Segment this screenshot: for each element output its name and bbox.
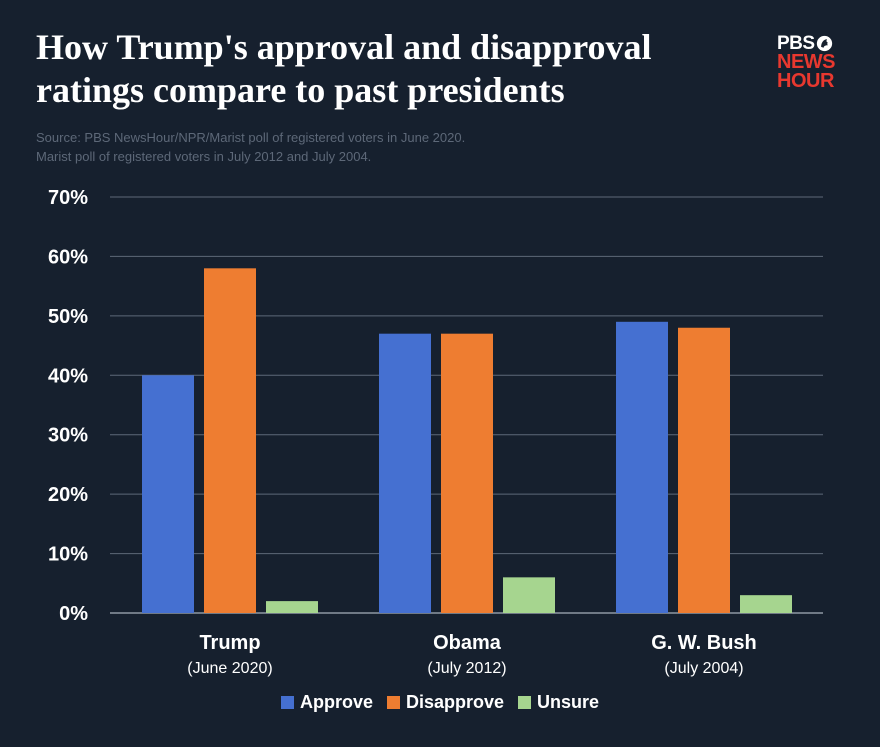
legend-swatch xyxy=(518,696,532,709)
bar-unsure-2 xyxy=(503,577,555,613)
logo-news-text: NEWS xyxy=(777,51,836,73)
legend-item-approve: Approve xyxy=(280,692,373,713)
y-tick-label: 60% xyxy=(48,246,88,268)
legend-label: Disapprove xyxy=(405,692,505,712)
legend-item-disapprove: Disapprove xyxy=(386,692,505,713)
x-category-sublabel: (June 2020) xyxy=(187,660,272,677)
x-category-sublabel: (July 2012) xyxy=(427,660,506,677)
y-tick-label: 0% xyxy=(59,603,88,625)
y-tick-label: 20% xyxy=(48,484,88,506)
legend-swatch xyxy=(280,696,294,709)
bar-approve-2 xyxy=(379,333,431,613)
y-tick-label: 70% xyxy=(48,187,88,209)
bar-unsure-3 xyxy=(740,595,792,613)
chart-title-line-2: ratings compare to past presidents xyxy=(36,70,565,110)
source-note: Source: PBS NewsHour/NPR/Marist poll of … xyxy=(36,128,676,166)
pbs-newshour-logo: PBS NEWS HOUR xyxy=(777,33,836,92)
x-category-sublabel: (July 2004) xyxy=(664,660,743,677)
y-tick-label: 30% xyxy=(48,425,88,447)
y-tick-label: 10% xyxy=(48,544,88,566)
chart-legend: Approve Disapprove Unsure xyxy=(0,692,880,713)
source-note-line-2: Marist poll of registered voters in July… xyxy=(36,149,372,164)
legend-item-unsure: Unsure xyxy=(518,692,599,713)
bar-disapprove-1 xyxy=(204,268,256,613)
logo-hour-text: HOUR xyxy=(777,70,834,92)
bar-approve-3 xyxy=(616,321,668,613)
x-category-label: Trump xyxy=(199,632,260,654)
legend-label: Unsure xyxy=(537,692,600,712)
bar-chart: 0% 10% 20% 30% 40% 50% 60% 70% Trump (June 2020) O… xyxy=(48,187,823,677)
logo-pbs-text: PBS xyxy=(777,33,815,54)
source-note-line-1: Source: PBS NewsHour/NPR/Marist poll of … xyxy=(36,130,466,145)
chart-title-line-1: How Trump's approval and disapproval xyxy=(36,27,652,67)
x-category-label: G. W. Bush xyxy=(651,632,757,654)
bar-disapprove-2 xyxy=(441,333,493,613)
bar-unsure-1 xyxy=(266,601,318,613)
x-category-label: Obama xyxy=(433,632,502,654)
bar-disapprove-3 xyxy=(678,327,730,613)
y-tick-label: 50% xyxy=(48,306,88,328)
chart-title: How Trump's approval and disapproval rat… xyxy=(36,26,736,112)
pbs-head-icon xyxy=(816,35,832,52)
bar-approve-1 xyxy=(142,375,194,613)
legend-swatch xyxy=(386,696,400,709)
legend-label: Approve xyxy=(299,692,373,712)
y-tick-label: 40% xyxy=(48,365,88,387)
